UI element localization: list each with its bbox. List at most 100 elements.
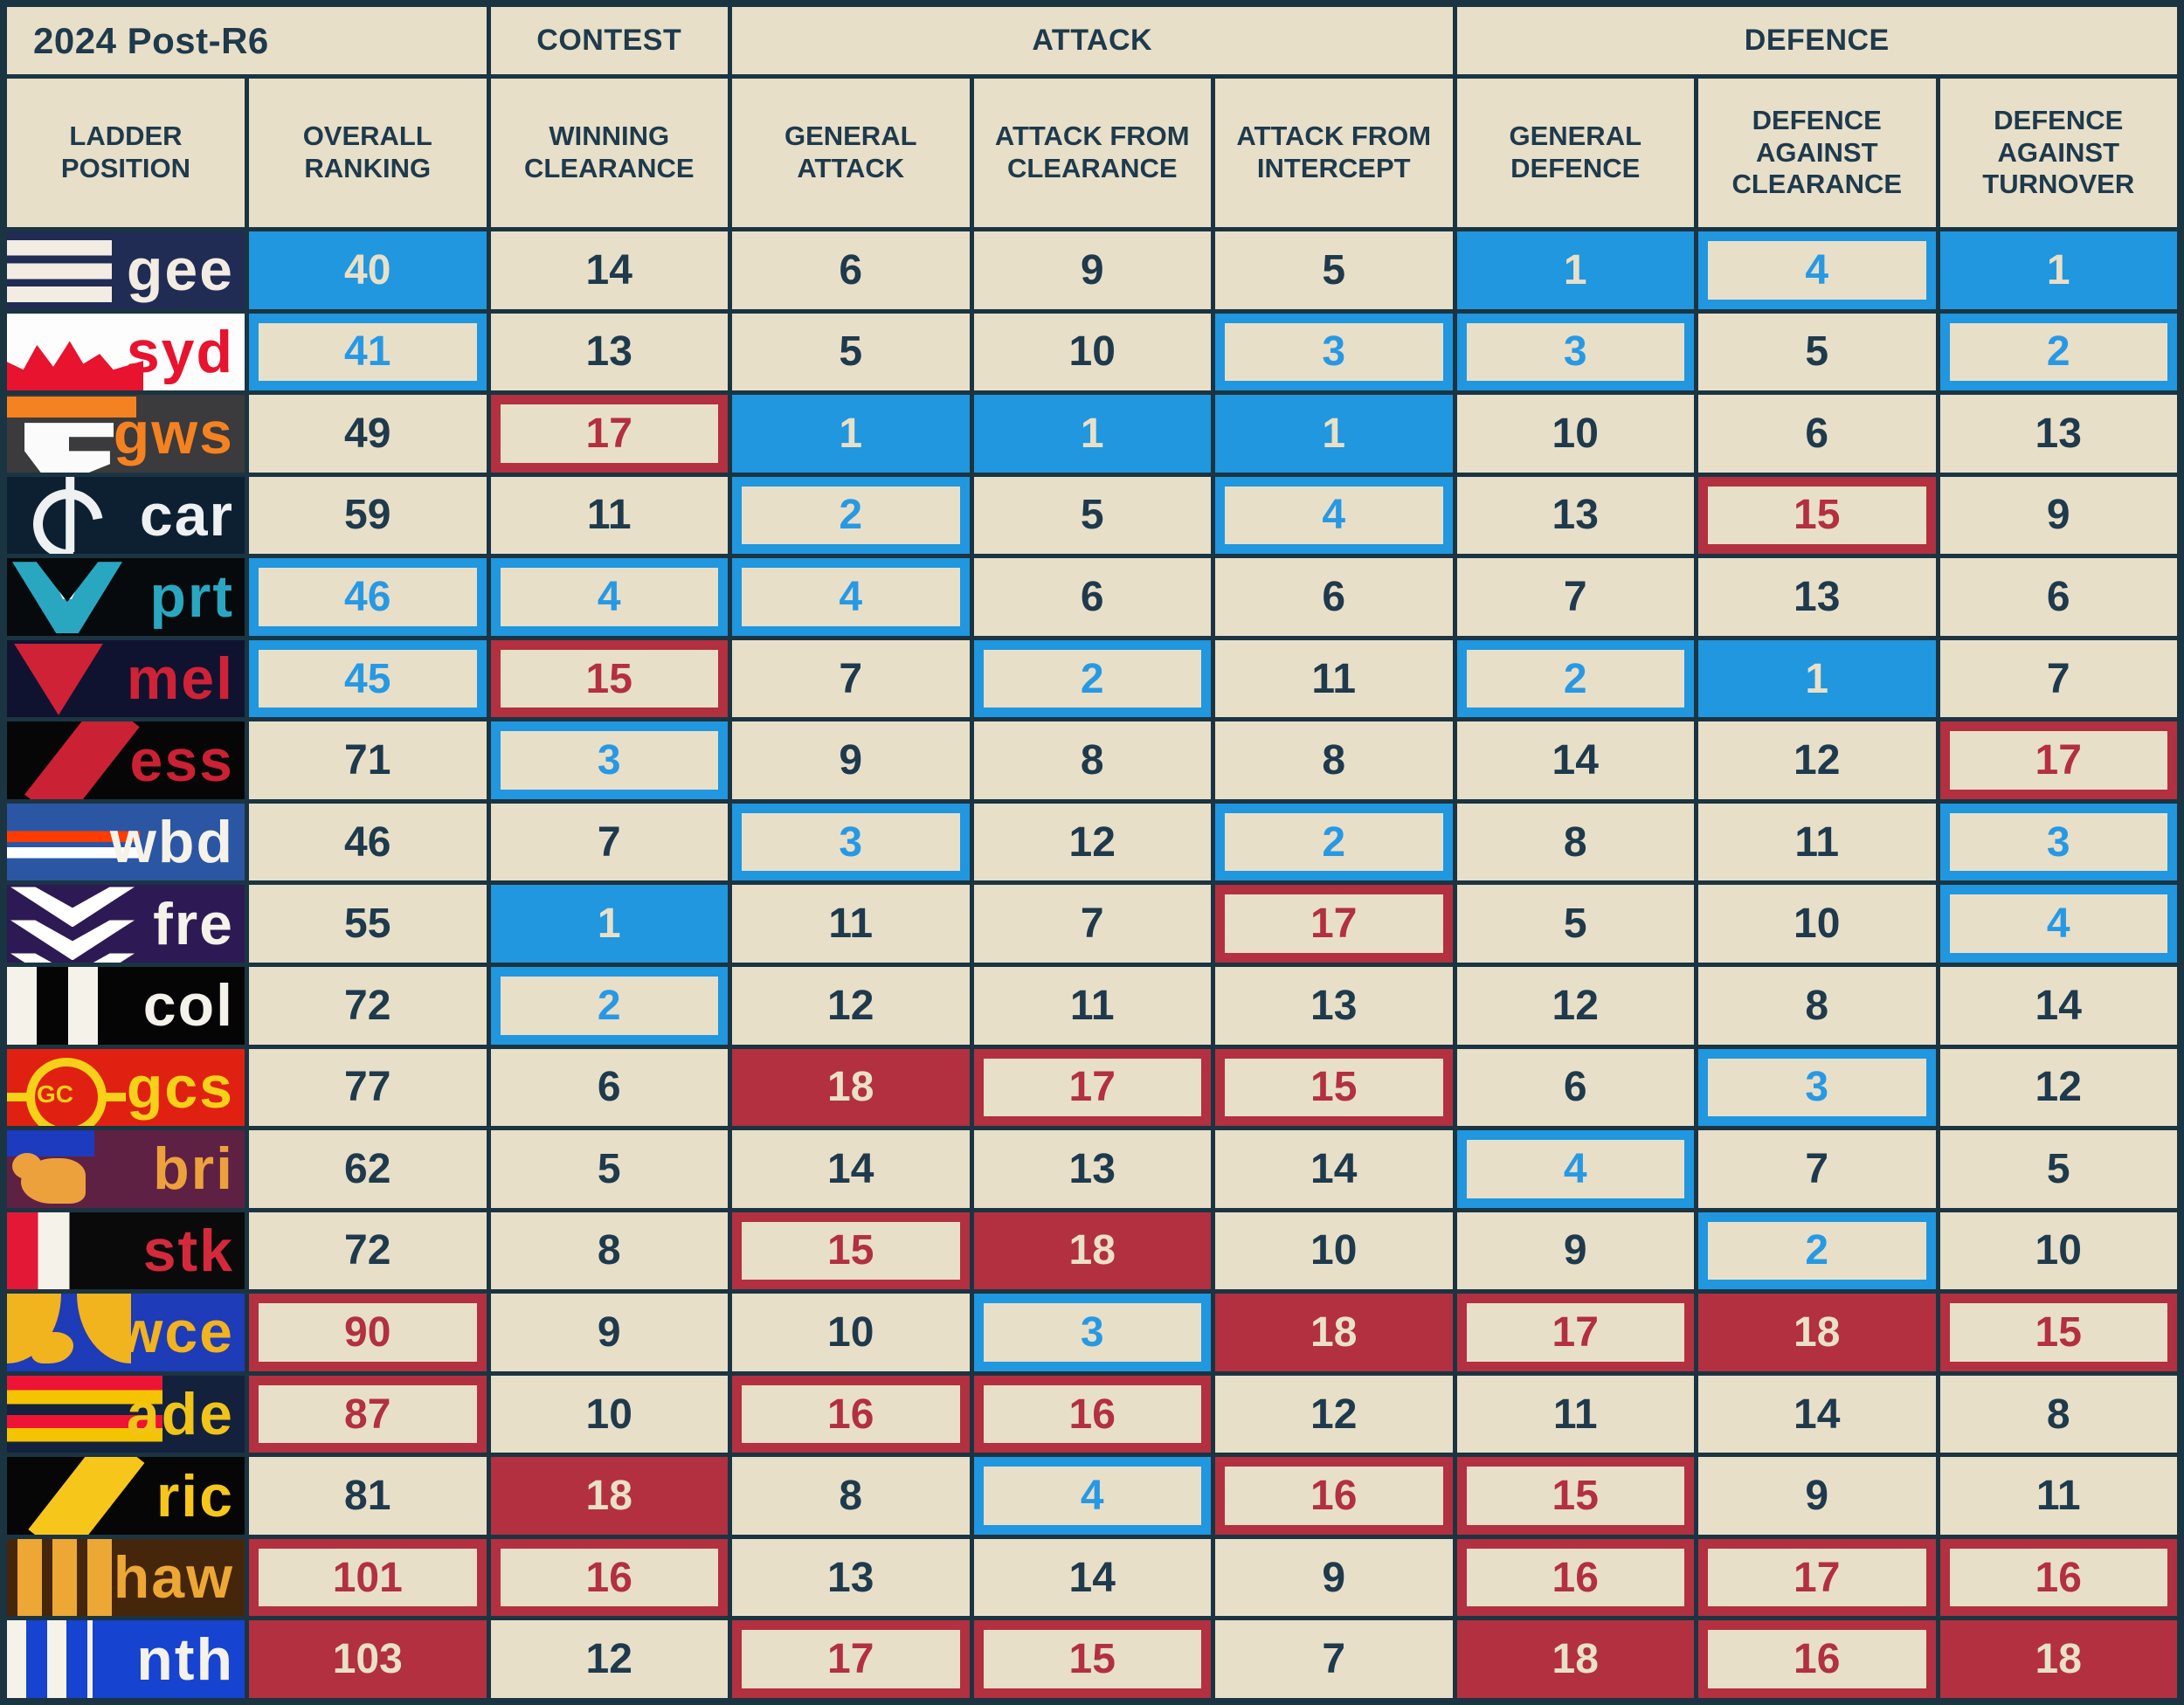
cell-prt-defence-against-clearance: 13 — [1698, 558, 1936, 636]
cell-gee-general-attack: 6 — [732, 231, 970, 309]
cell-bri-attack-from-intercept: 14 — [1215, 1130, 1453, 1208]
cell-ade-winning-clearance: 10 — [490, 1375, 728, 1453]
cell-car-general-attack: 2 — [732, 476, 970, 555]
cell-gee-attack-from-clearance: 9 — [973, 231, 1211, 309]
cell-syd-attack-from-clearance: 10 — [973, 313, 1211, 391]
cell-ade-defence-against-turnover: 8 — [1939, 1375, 2177, 1453]
cell-ade-attack-from-clearance: 16 — [973, 1375, 1211, 1453]
team-code: wce — [116, 1299, 234, 1366]
fre-logo-icon — [7, 885, 138, 963]
cell-fre-attack-from-intercept: 17 — [1215, 885, 1453, 963]
cell-wce-general-defence: 17 — [1456, 1294, 1694, 1371]
column-header-attack-from-intercept: ATTACK FROM INTERCEPT — [1215, 79, 1453, 227]
bri-logo-icon — [7, 1130, 94, 1205]
team-code: haw — [113, 1544, 234, 1612]
column-header-ladder-position: LADDER POSITION — [7, 79, 245, 227]
cell-gws-overall-ranking: 49 — [249, 395, 487, 473]
cell-stk-defence-against-clearance: 2 — [1698, 1211, 1936, 1290]
team-cell-stk: stk — [7, 1211, 245, 1290]
team-cell-wce: wce — [7, 1294, 245, 1371]
cell-ric-attack-from-intercept: 16 — [1215, 1457, 1453, 1535]
cell-haw-attack-from-intercept: 9 — [1215, 1538, 1453, 1617]
cell-haw-general-defence: 16 — [1456, 1538, 1694, 1617]
cell-wce-attack-from-intercept: 18 — [1215, 1294, 1453, 1371]
cell-gee-attack-from-intercept: 5 — [1215, 231, 1453, 309]
cell-ric-attack-from-clearance: 4 — [973, 1457, 1211, 1535]
cell-gws-general-defence: 10 — [1456, 395, 1694, 473]
cell-mel-attack-from-clearance: 2 — [973, 639, 1211, 718]
cell-haw-general-attack: 13 — [732, 1538, 970, 1617]
cell-mel-winning-clearance: 15 — [490, 639, 728, 718]
gcs-logo-text: GC — [37, 1080, 73, 1108]
team-cell-nth: nth — [7, 1620, 245, 1698]
cell-fre-general-defence: 5 — [1456, 885, 1694, 963]
cell-ess-general-attack: 9 — [732, 721, 970, 799]
team-code: fre — [153, 890, 234, 957]
cell-mel-overall-ranking: 45 — [249, 639, 487, 718]
team-cell-wbd: wbd — [7, 803, 245, 881]
team-cell-gee: gee — [7, 231, 245, 309]
cell-wce-general-attack: 10 — [732, 1294, 970, 1371]
cell-haw-attack-from-clearance: 14 — [973, 1538, 1211, 1617]
team-code: ess — [129, 727, 234, 794]
cell-ade-general-attack: 16 — [732, 1375, 970, 1453]
cell-wbd-winning-clearance: 7 — [490, 803, 728, 881]
cell-gee-winning-clearance: 14 — [490, 231, 728, 309]
cell-nth-general-attack: 17 — [732, 1620, 970, 1698]
cell-haw-overall-ranking: 101 — [249, 1538, 487, 1617]
cell-gee-overall-ranking: 40 — [249, 231, 487, 309]
cell-ess-defence-against-clearance: 12 — [1698, 721, 1936, 799]
cell-gws-defence-against-turnover: 13 — [1939, 395, 2177, 473]
team-cell-haw: haw — [7, 1538, 245, 1617]
cell-col-defence-against-clearance: 8 — [1698, 967, 1936, 1045]
cell-stk-overall-ranking: 72 — [249, 1211, 487, 1290]
cell-nth-overall-ranking: 103 — [249, 1620, 487, 1698]
cell-gws-winning-clearance: 17 — [490, 395, 728, 473]
team-code: stk — [142, 1217, 234, 1284]
mel-logo-icon — [14, 643, 103, 715]
cell-stk-defence-against-turnover: 10 — [1939, 1211, 2177, 1290]
cell-gee-defence-against-turnover: 1 — [1939, 231, 2177, 309]
cell-syd-overall-ranking: 41 — [249, 313, 487, 391]
team-code: gws — [113, 400, 234, 467]
cell-col-general-attack: 12 — [732, 967, 970, 1045]
cell-mel-general-attack: 7 — [732, 639, 970, 718]
cell-fre-winning-clearance: 1 — [490, 885, 728, 963]
cell-gcs-general-defence: 6 — [1456, 1048, 1694, 1127]
cell-mel-defence-against-clearance: 1 — [1698, 639, 1936, 718]
cell-wce-attack-from-clearance: 3 — [973, 1294, 1211, 1371]
team-cell-syd: syd — [7, 313, 245, 391]
team-code: wbd — [110, 809, 234, 876]
cell-bri-defence-against-turnover: 5 — [1939, 1130, 2177, 1208]
cell-prt-attack-from-intercept: 6 — [1215, 558, 1453, 636]
cell-ess-winning-clearance: 3 — [490, 721, 728, 799]
gee-logo-icon — [7, 231, 112, 309]
cell-car-general-defence: 13 — [1456, 476, 1694, 555]
cell-gws-defence-against-clearance: 6 — [1698, 395, 1936, 473]
cell-fre-defence-against-clearance: 10 — [1698, 885, 1936, 963]
wce-logo-icon — [7, 1294, 143, 1371]
cell-col-general-defence: 12 — [1456, 967, 1694, 1045]
cell-gee-general-defence: 1 — [1456, 231, 1694, 309]
car-logo-icon — [19, 476, 117, 555]
team-code: mel — [126, 645, 234, 713]
cell-fre-general-attack: 11 — [732, 885, 970, 963]
cell-bri-general-defence: 4 — [1456, 1130, 1694, 1208]
cell-ric-overall-ranking: 81 — [249, 1457, 487, 1535]
cell-bri-general-attack: 14 — [732, 1130, 970, 1208]
cell-bri-attack-from-clearance: 13 — [973, 1130, 1211, 1208]
cell-ric-general-defence: 15 — [1456, 1457, 1694, 1535]
cell-wce-defence-against-clearance: 18 — [1698, 1294, 1936, 1371]
group-header-contest: CONTEST — [490, 7, 728, 74]
table-title: 2024 Post-R6 — [7, 7, 487, 74]
prt-logo-icon — [12, 562, 122, 634]
cell-wbd-attack-from-clearance: 12 — [973, 803, 1211, 881]
cell-gws-attack-from-intercept: 1 — [1215, 395, 1453, 473]
cell-nth-defence-against-turnover: 18 — [1939, 1620, 2177, 1698]
cell-syd-defence-against-turnover: 2 — [1939, 313, 2177, 391]
team-cell-gcs: GC gcs — [7, 1048, 245, 1127]
cell-prt-general-defence: 7 — [1456, 558, 1694, 636]
cell-gcs-attack-from-clearance: 17 — [973, 1048, 1211, 1127]
haw-logo-icon — [7, 1538, 122, 1617]
cell-gcs-attack-from-intercept: 15 — [1215, 1048, 1453, 1127]
